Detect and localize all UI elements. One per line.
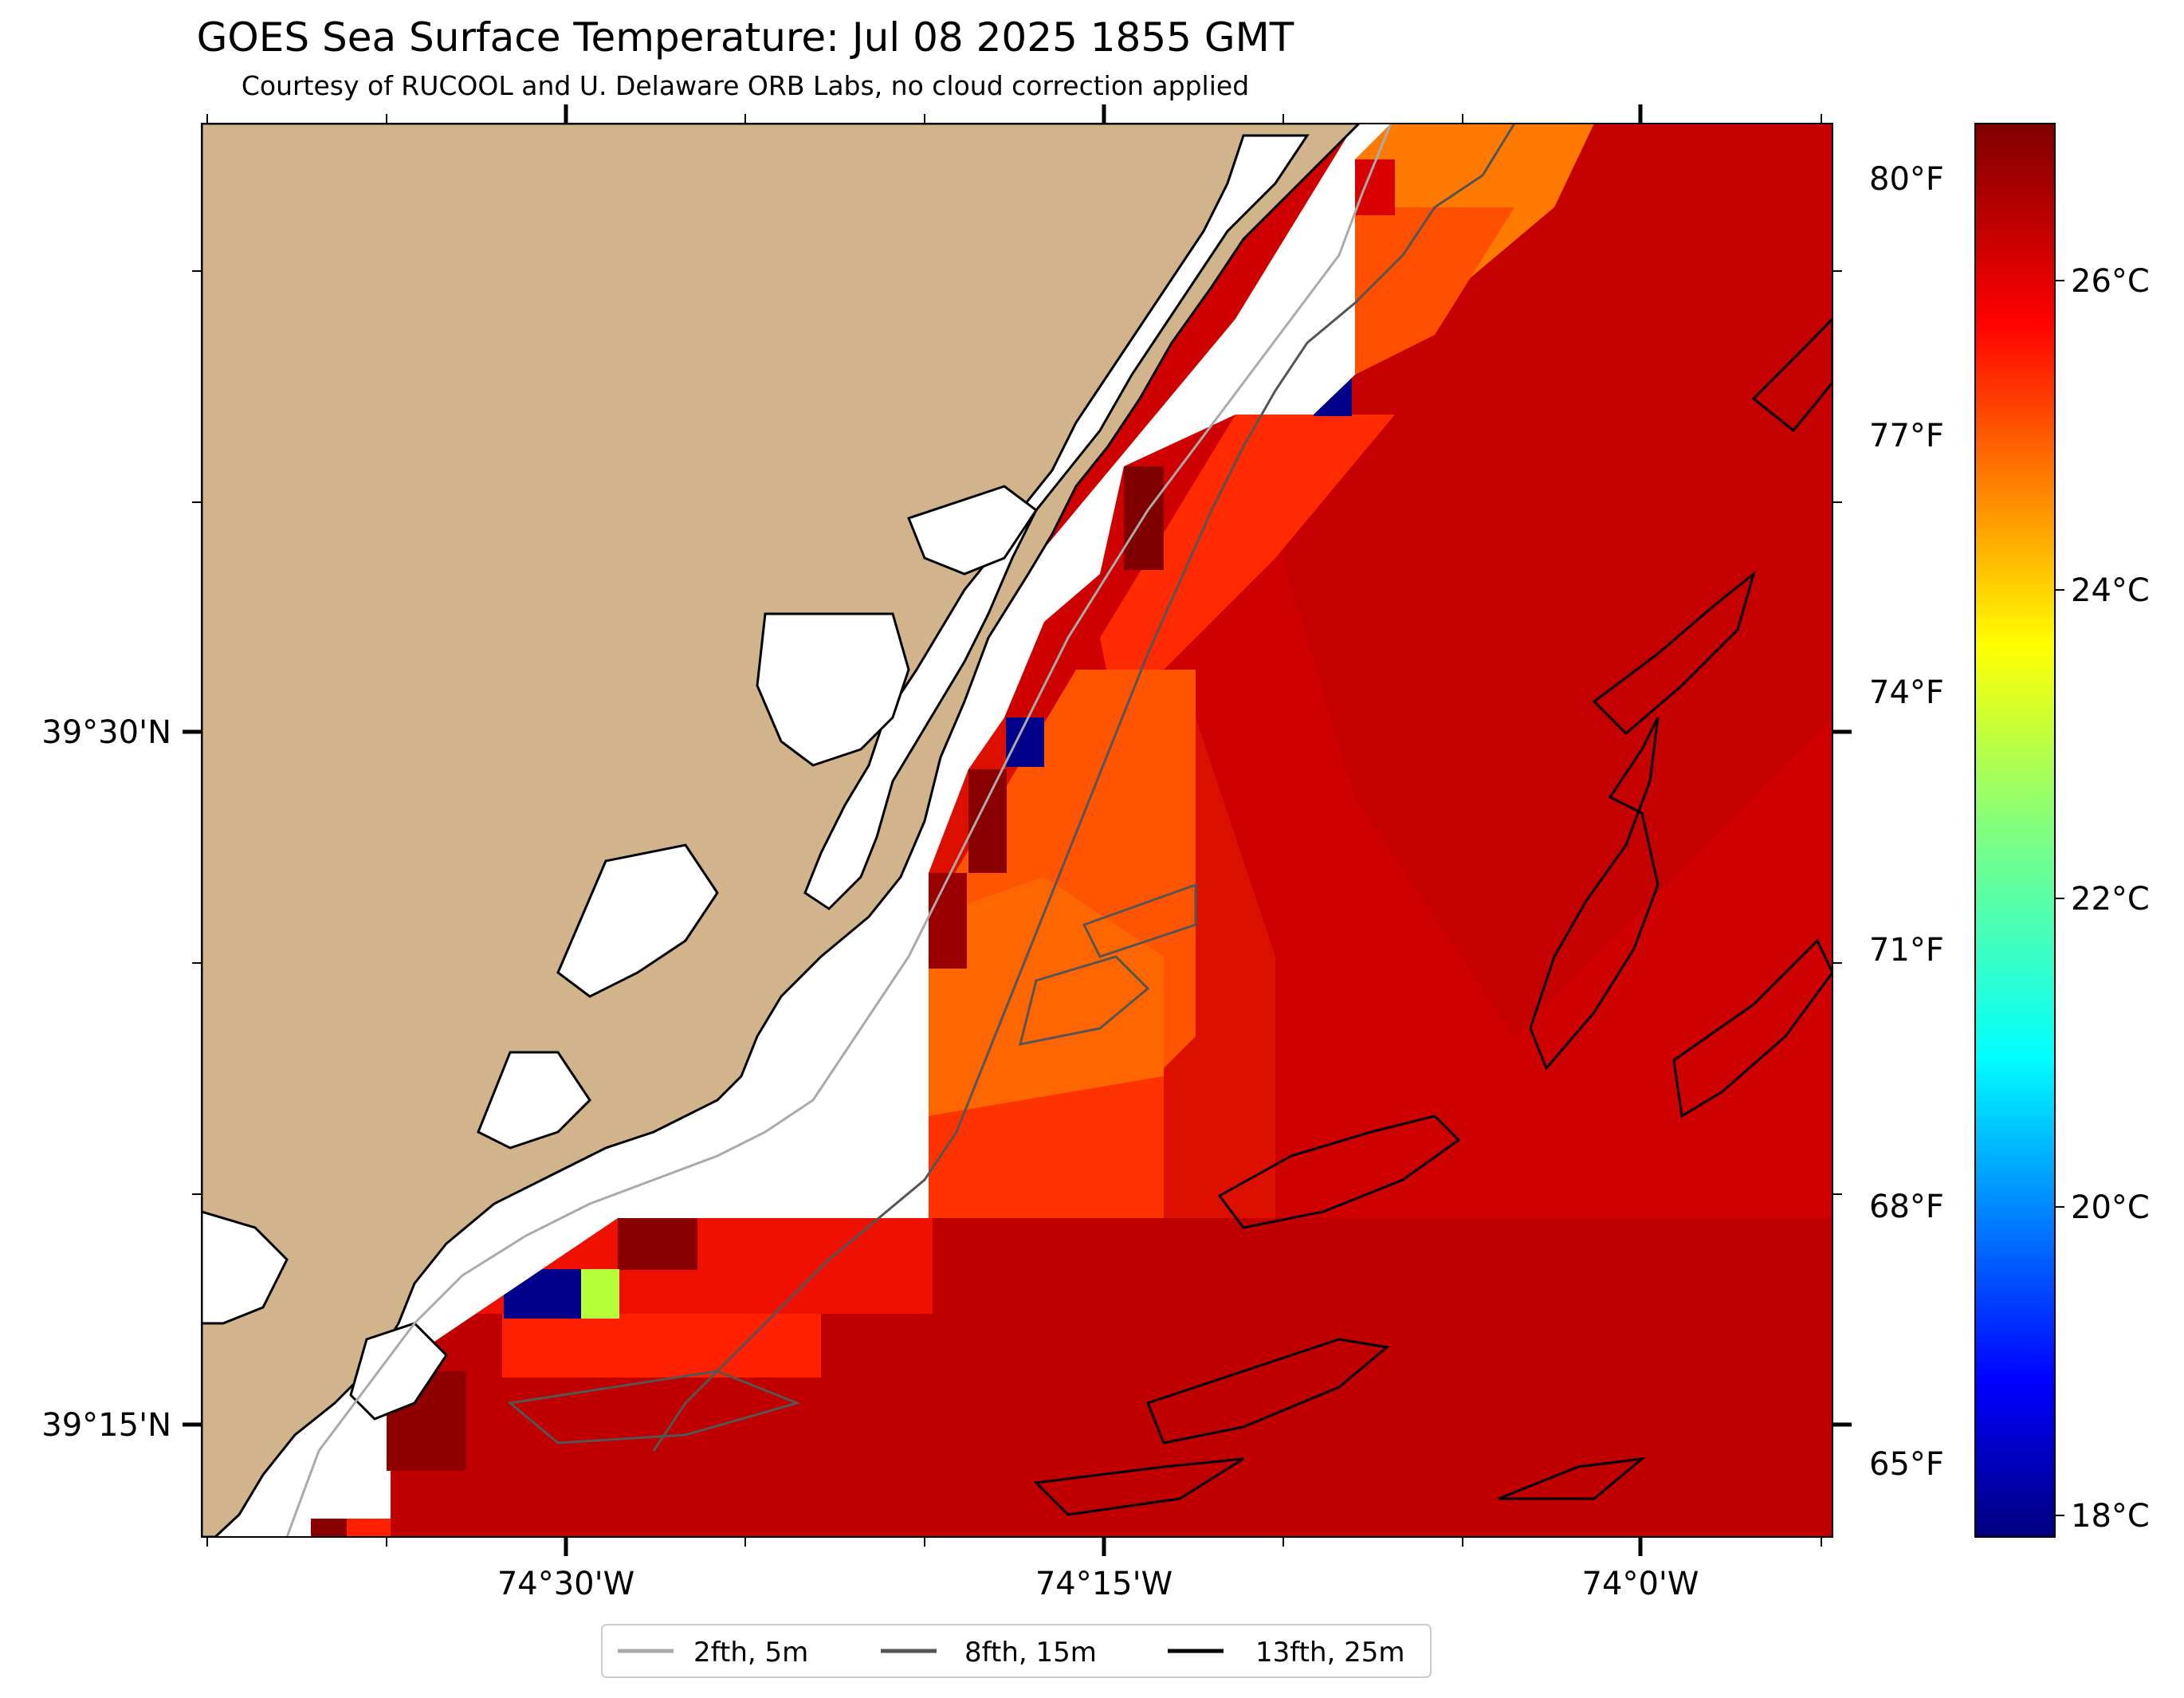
sst-region-north-orange2 [1355,207,1514,375]
lon-label-74-30: 74°30'W [497,1566,634,1602]
colorbar-f-label-77: 77°F [1869,418,1944,454]
lat-label-39-15: 39°15'N [41,1407,171,1444]
lon-ticks [206,104,1822,1556]
sst-cell-corner2 [311,1519,347,1537]
colorbar-f-label-71: 71°F [1869,932,1944,969]
contour-13fth [1033,316,1832,1516]
sst-region-bay-mouth2 [502,1314,821,1378]
legend-label-13fth: 13fth, 25m [1255,1637,1405,1669]
colorbar-f-label-68: 68°F [1869,1189,1944,1225]
contour-8fth [507,124,1516,1452]
sst-region-mid-red [1100,415,1395,717]
lon-label-74-15: 74°15'W [1035,1566,1173,1602]
sst-cell-dark4 [929,873,967,969]
contour-2fth [285,124,1392,1537]
colorbar-c-label-24: 24°C [2071,572,2150,609]
sst-cell-red-north [1355,159,1395,215]
legend-box [601,1624,1432,1678]
sst-cell-dark5 [618,1218,697,1270]
back-bays [202,134,1310,1421]
sst-cell-yellow [581,1269,619,1319]
sst-region-warm-core [1259,124,1832,1036]
legend-label-2fth: 2fth, 5m [693,1637,808,1669]
sst-map [202,124,1832,1537]
colorbar-c-label-26: 26°C [2071,263,2150,300]
legend: 2fth, 5m 8fth, 15m 13fth, 25m [601,1624,1432,1678]
sst-cell-dark3 [968,769,1007,873]
lon-label-74-00: 74°0'W [1582,1566,1699,1602]
legend-label-8fth: 8fth, 15m [964,1637,1097,1669]
colorbar-ticks [2055,280,2064,1516]
colorbar-c-label-18: 18°C [2071,1498,2150,1535]
colorbar-f-label-80: 80°F [1869,161,1944,198]
sst-region-lower-red [929,1076,1164,1218]
colorbar-f-label-65: 65°F [1869,1446,1944,1483]
map-title: GOES Sea Surface Temperature: Jul 08 202… [196,14,1294,61]
colorbar [1974,123,2056,1538]
colorbar-c-label-20: 20°C [2071,1189,2150,1226]
colorbar-f-label-74: 74°F [1869,674,1944,711]
land-mass [202,124,1361,1537]
lat-ticks [183,270,1852,1427]
lat-label-39-30: 39°30'N [41,714,171,751]
colorbar-c-label-22: 22°C [2071,881,2150,918]
plot-frame [201,123,1833,1538]
map-subtitle: Courtesy of RUCOOL and U. Delaware ORB L… [241,70,1250,101]
